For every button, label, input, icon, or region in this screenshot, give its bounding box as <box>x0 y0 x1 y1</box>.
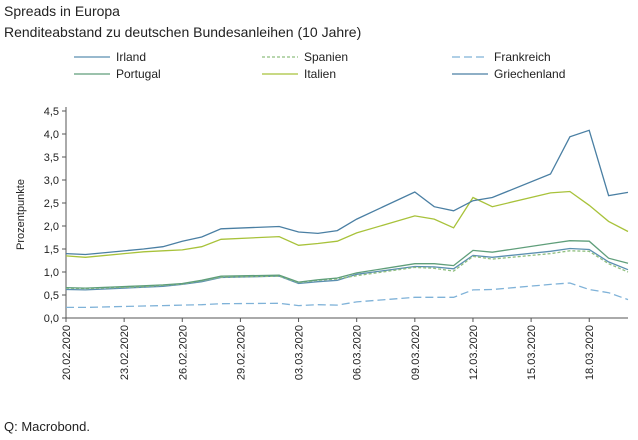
y-tick-label: 0,5 <box>44 290 59 302</box>
series-line-italien <box>65 190 629 258</box>
legend-label-portugal: Portugal <box>116 67 161 81</box>
y-tick-label: 4,5 <box>44 106 59 118</box>
series-line-griechenland <box>65 129 629 256</box>
y-tick-label: 2,0 <box>44 221 59 233</box>
series-line-portugal <box>65 240 629 289</box>
series-line-spanien <box>65 250 629 290</box>
y-tick-label: 1,5 <box>44 244 59 256</box>
chart-title: Spreads in Europa <box>4 3 120 19</box>
y-tick-label: 3,5 <box>44 152 59 164</box>
x-tick-label: 12.03.2020 <box>468 325 480 380</box>
x-tick-label: 06.03.2020 <box>352 325 364 380</box>
y-tick-label: 4,0 <box>44 129 59 141</box>
y-tick-label: 2,5 <box>44 198 59 210</box>
series-line-frankreich <box>66 282 629 309</box>
x-tick-label: 29.02.2020 <box>235 325 247 380</box>
x-tick-label: 15.03.2020 <box>526 325 538 380</box>
x-tick-label: 23.02.2020 <box>119 325 131 380</box>
x-tick-label: 09.03.2020 <box>410 325 422 380</box>
legend-label-italien: Italien <box>304 67 336 81</box>
source-note: Q: Macrobond. <box>4 419 90 434</box>
legend-label-frankreich: Frankreich <box>494 50 551 64</box>
legend-label-griechenland: Griechenland <box>494 67 565 81</box>
legend-label-irland: Irland <box>116 50 146 64</box>
chart-subtitle: Renditeabstand zu deutschen Bundesanleih… <box>4 24 362 40</box>
series-line-irland <box>65 247 629 291</box>
y-axis-label: Prozentpunkte <box>15 179 27 250</box>
y-tick-label: 1,0 <box>44 267 59 279</box>
x-tick-label: 18.03.2020 <box>584 325 596 380</box>
x-tick-label: 03.03.2020 <box>294 325 306 380</box>
y-tick-label: 3,0 <box>44 175 59 187</box>
legend-label-spanien: Spanien <box>304 50 348 64</box>
y-tick-label: 0,0 <box>44 313 59 325</box>
x-tick-label: 20.02.2020 <box>61 325 73 380</box>
x-tick-label: 26.02.2020 <box>177 325 189 380</box>
